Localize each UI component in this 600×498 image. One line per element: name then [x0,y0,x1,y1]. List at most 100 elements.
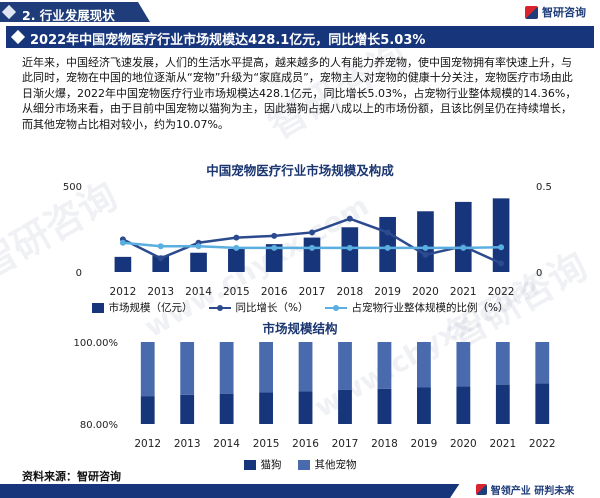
bar-market-size [454,201,472,272]
bar-other-pets [180,342,195,395]
bar-cat-dog [338,389,352,424]
legend-label: 其他宠物 [314,459,357,471]
legend-item-cat-dog: 猫狗 [243,457,282,472]
legend-label: 同比增长（%） [235,302,309,314]
section-tab: 2. 行业发展现状 [0,2,150,22]
x-tick-label: 2014 [185,286,212,298]
point-growth-rate [233,234,240,241]
footer-slogan: 智领产业 研判未来 [490,485,575,497]
point-industry-share [119,239,126,246]
point-growth-rate [309,229,315,236]
point-industry-share [271,244,278,251]
point-industry-share [346,244,353,251]
bar-other-pets [298,342,313,392]
point-industry-share [157,243,164,250]
bar-cat-dog [417,387,431,424]
section-label: 2. 行业发展现状 [22,8,115,23]
x-tick-label: 2015 [223,286,250,298]
bar-market-size [492,198,510,272]
point-growth-rate [422,251,429,258]
x-tick-label: 2018 [336,286,363,298]
bar-other-pets [219,342,234,394]
bar-market-size [265,244,283,272]
bar-cat-dog [219,393,234,424]
bar-cat-dog [259,392,273,424]
bar-cat-dog [535,383,550,424]
legend-item-other: 其他宠物 [297,457,357,472]
legend-item-share: 占宠物行业整体规模的比例（%） [324,300,509,315]
x-tick-label: 2021 [489,438,516,450]
point-industry-share [498,244,505,251]
point-industry-share [233,244,240,251]
diamond-icon [1,4,17,20]
y-tick-label: 100.00% [74,338,119,349]
bar-other-pets [456,342,471,387]
brand: 智研咨询 [525,4,586,20]
bar-cat-dog [377,388,392,424]
bar-other-pets [495,342,510,385]
legend-item-market-size: 市场规模（亿元） [91,300,193,315]
top-bar: 2. 行业发展现状 智研咨询 [0,0,600,24]
bar-other-pets [259,342,273,393]
point-growth-rate [498,260,505,267]
market-structure-chart: 100.00% 80.00% 2012 2013 2014 2015 2016 2017 201… [74,338,556,450]
intro-paragraph: 近年来，中国经济飞速发展，人们的生活水平提高，越来越多的人有能力养宠物，使中国宠… [22,56,577,131]
x-tick-label: 2017 [299,286,326,298]
x-tick-label: 2022 [529,438,556,450]
x-tick-label: 2017 [332,438,359,450]
x-tick-label: 2014 [213,438,240,450]
brand-logo-icon [475,483,487,495]
x-tick-label: 2012 [110,286,137,298]
chart2-title: 市场规模结构 [262,321,338,336]
bar-cat-dog [140,396,155,424]
point-industry-share [309,244,315,251]
x-tick-label: 2022 [488,286,515,298]
bar-other-pets [338,342,352,390]
bar-other-pets [377,342,392,389]
bar-market-size [417,211,434,272]
legend-swatch-bar [297,459,310,470]
legend-label: 占宠物行业整体规模的比例（%） [351,302,509,314]
y-left-tick-label: 500 [63,182,82,193]
bar-cat-dog [456,386,471,424]
bar-market-size [114,256,132,272]
x-tick-label: 2018 [371,438,398,450]
footer-stripe [0,484,600,498]
y-left-tick-label: 0 [76,268,82,279]
data-source: 资料来源：智研咨询 [22,470,121,483]
point-industry-share [195,243,202,250]
y-right-tick-label: 0 [536,268,542,279]
chart1-legend: 市场规模（亿元） 同比增长（%） 占宠物行业整体规模的比例（%） [0,300,600,315]
legend-swatch-bar [91,302,104,313]
chart1-title: 中国宠物医疗行业市场规模及构成 [206,163,394,178]
x-tick-label: 2013 [147,286,174,298]
x-tick-label: 2012 [134,438,161,450]
bar-other-pets [417,342,431,388]
point-industry-share [422,244,429,251]
x-tick-label: 2020 [450,438,477,450]
x-tick-label: 2021 [450,286,477,298]
point-growth-rate [271,232,278,239]
bar-market-size [152,255,170,272]
headline-banner: 2022年中国宠物医疗行业市场规模达428.1亿元，同比增长5.03% [6,26,594,48]
diamond-icon [10,29,26,45]
brand-logo-icon [525,5,538,19]
y-right-tick-label: 0.5 [536,182,552,193]
bar-other-pets [535,342,550,384]
footer-slogan-box: 智领产业 研判未来 [450,480,600,498]
bar-market-size [190,252,207,272]
legend-item-growth: 同比增长（%） [208,300,309,315]
x-tick-label: 2015 [253,438,280,450]
bar-cat-dog [180,394,195,424]
legend-label: 猫狗 [260,459,282,471]
x-tick-label: 2020 [412,286,439,298]
x-tick-label: 2016 [261,286,288,298]
y-tick-label: 80.00% [80,420,118,431]
x-tick-label: 2019 [374,286,401,298]
headline-text: 2022年中国宠物医疗行业市场规模达428.1亿元，同比增长5.03% [30,33,426,48]
point-growth-rate [346,215,353,222]
market-size-chart: 500 0 0.5 0 2012 2013 2014 2015 2016 2017 2018 2019… [63,182,552,298]
chart2-legend: 猫狗 其他宠物 [0,457,600,472]
legend-swatch-bar [243,459,256,470]
bar-market-size [228,248,245,272]
